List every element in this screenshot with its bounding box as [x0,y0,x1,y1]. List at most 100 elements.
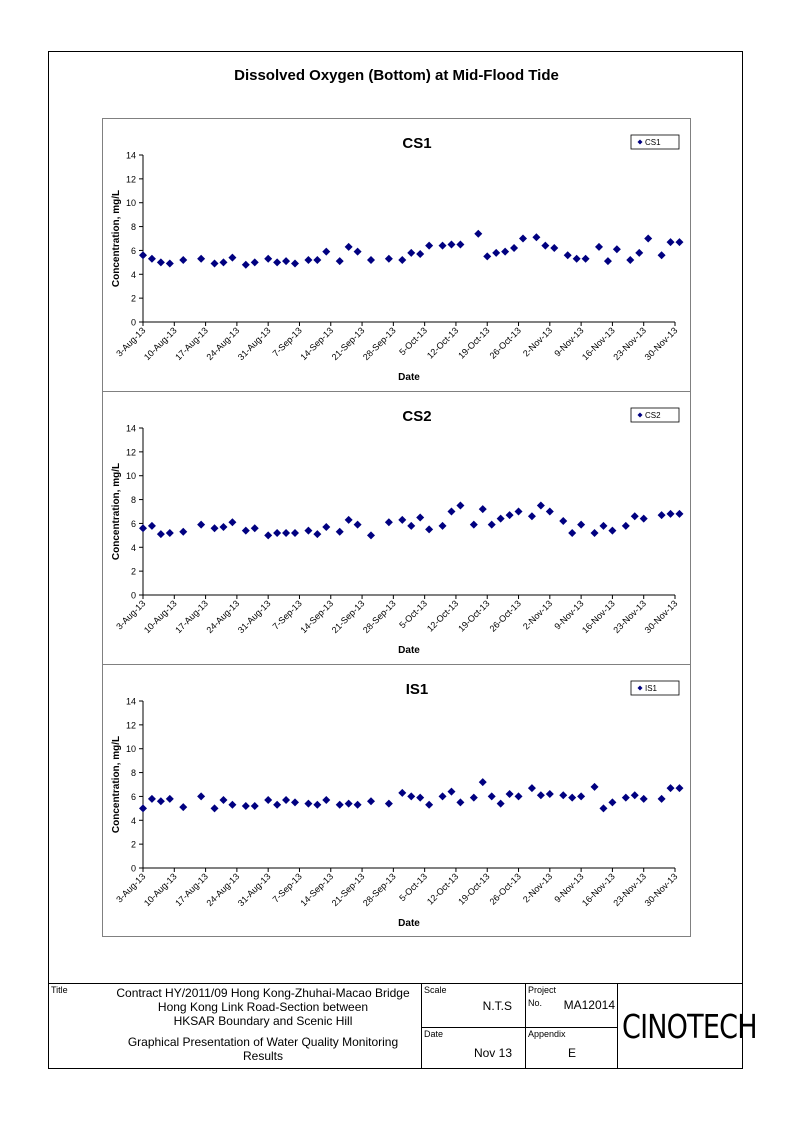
x-tick-label: 14-Sep-13 [298,325,335,362]
data-point [577,792,586,801]
data-point [621,793,630,802]
y-tick-label: 6 [131,792,136,802]
data-point [666,784,675,793]
x-tick-label: 30-Nov-13 [643,871,680,908]
y-tick-label: 4 [131,543,136,553]
x-tick-label: 30-Nov-13 [643,598,680,635]
data-point [487,520,496,529]
data-point [313,255,322,264]
x-tick-label: 19-Oct-13 [456,325,491,360]
data-point [416,793,425,802]
x-tick-label: 16-Nov-13 [580,871,617,908]
x-tick-label: 5-Oct-13 [397,598,429,630]
data-point [156,258,165,267]
x-tick-label: 21-Sep-13 [330,325,367,362]
legend-marker [637,139,643,145]
title-block-divider [421,983,422,1069]
legend-marker [637,685,643,691]
data-point [514,792,523,801]
data-point [608,798,617,807]
data-point [487,792,496,801]
data-point [536,501,545,510]
company-logo: CINOTECH [622,1007,758,1046]
data-point [197,520,206,529]
data-point [577,520,586,529]
data-point [563,251,572,260]
data-point [657,251,666,260]
legend-label: IS1 [645,684,658,693]
x-tick-label: 10-Aug-13 [142,871,179,908]
contract-title-line: Hong Kong Link Road-Section between [157,1000,369,1014]
data-point [527,784,536,793]
data-point [469,520,478,529]
data-point [304,255,313,264]
data-point [384,518,393,527]
drawing-subtitle-line: Results [242,1049,283,1063]
x-tick-label: 2-Nov-13 [521,598,554,631]
x-axis-label: Date [398,645,420,656]
data-point [250,801,259,810]
y-tick-label: 10 [126,744,136,754]
legend-label: CS2 [645,411,661,420]
data-point [469,793,478,802]
date-value: Nov 13 [473,1046,512,1060]
data-point [559,791,568,800]
data-point [572,254,581,263]
data-point [210,804,219,813]
scale-label: Scale [424,985,447,995]
chart-cs1: CS1 0 2 4 6 8 10 12 14 3-Aug-13 10-Aug-13 17-Aug-13… [103,119,690,391]
data-point [657,511,666,520]
data-point [322,796,331,805]
data-point [197,254,206,263]
data-point [273,800,282,809]
x-tick-label: 23-Nov-13 [611,325,648,362]
x-tick-label: 10-Aug-13 [142,325,179,362]
appendix-label: Appendix [528,1029,566,1039]
data-point [581,254,590,263]
chart-divider [103,664,690,665]
data-point [282,257,291,266]
data-point [599,804,608,813]
data-point [501,247,510,256]
data-point [291,528,299,537]
x-tick-label: 21-Sep-13 [330,871,367,908]
data-point [384,254,393,263]
y-tick-label: 8 [131,768,136,778]
data-point [644,234,653,243]
data-point [438,792,447,801]
data-point [514,507,523,516]
data-point [210,524,219,533]
x-tick-label: 21-Sep-13 [330,598,367,635]
data-point [179,255,188,264]
y-tick-label: 2 [131,567,136,577]
chart-is1-svg: IS1024681012143-Aug-1310-Aug-1317-Aug-13… [111,680,684,929]
data-point [505,511,514,520]
drawing-subtitle: Graphical Presentation of Water Quality … [98,1035,428,1063]
y-tick-label: 0 [131,864,136,874]
data-point [228,253,237,262]
page-title: Dissolved Oxygen (Bottom) at Mid-Flood T… [234,67,559,84]
x-tick-label: 24-Aug-13 [205,871,242,908]
data-point [608,526,617,535]
data-point [568,528,577,537]
data-point [675,238,684,247]
x-tick-label: 30-Nov-13 [643,325,680,362]
drawing-frame [48,51,743,1069]
data-point [353,520,362,529]
y-tick-label: 0 [131,591,136,601]
data-point [425,800,434,809]
x-tick-label: 23-Nov-13 [611,598,648,635]
x-tick-label: 14-Sep-13 [298,871,335,908]
data-point [590,528,599,537]
data-point [675,509,684,518]
x-tick-label: 17-Aug-13 [173,871,210,908]
data-point [147,254,156,263]
data-point [666,238,675,247]
data-point [353,247,362,256]
data-point [139,251,147,260]
data-point [545,507,554,516]
data-point [483,252,492,261]
title-label: Title [51,985,68,995]
y-tick-label: 2 [131,294,136,304]
legend-box [630,407,680,423]
